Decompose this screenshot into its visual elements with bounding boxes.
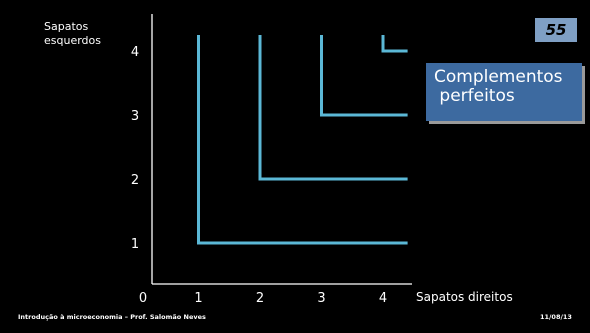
x-tick-label: 4 (379, 291, 387, 306)
x-tick-label: 0 (139, 291, 147, 306)
footer-course: Introdução à microeconomia – Prof. Salom… (18, 313, 206, 321)
x-axis-label: Sapatos direitos (416, 290, 513, 304)
y-axis-label: Sapatos esquerdos (44, 20, 101, 47)
x-tick-label: 3 (317, 291, 325, 306)
y-tick-label: 3 (131, 109, 139, 124)
y-tick-labels: 1 2 3 4 (131, 45, 139, 252)
indifference-curve-1 (197, 35, 408, 245)
x-tick-label: 1 (194, 291, 202, 306)
indifference-curve-2 (258, 35, 408, 181)
y-tick-label: 4 (131, 45, 139, 60)
indifference-curve-3 (320, 35, 408, 117)
x-tick-labels: 0 1 2 3 4 (139, 291, 387, 306)
callout-box: Complementos perfeitos (426, 63, 582, 121)
x-tick-label: 2 (256, 291, 264, 306)
indifference-curve-4 (381, 35, 408, 53)
indifference-curves (197, 35, 408, 245)
footer-date: 11/08/13 (540, 313, 572, 321)
callout-text: Complementos perfeitos (434, 67, 563, 106)
page-number-badge: 55 (535, 18, 577, 42)
y-tick-label: 2 (131, 173, 139, 188)
y-tick-label: 1 (131, 237, 139, 252)
